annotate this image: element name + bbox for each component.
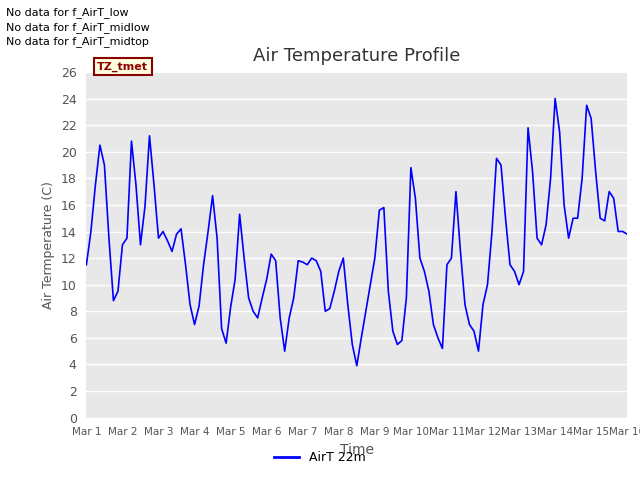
Legend: AirT 22m: AirT 22m [269,446,371,469]
Text: TZ_tmet: TZ_tmet [97,62,148,72]
Text: No data for f_AirT_midlow: No data for f_AirT_midlow [6,22,150,33]
X-axis label: Time: Time [340,443,374,457]
Y-axis label: Air Termperature (C): Air Termperature (C) [42,181,55,309]
Text: No data for f_AirT_low: No data for f_AirT_low [6,7,129,18]
Text: No data for f_AirT_midtop: No data for f_AirT_midtop [6,36,149,47]
Title: Air Temperature Profile: Air Temperature Profile [253,47,461,65]
